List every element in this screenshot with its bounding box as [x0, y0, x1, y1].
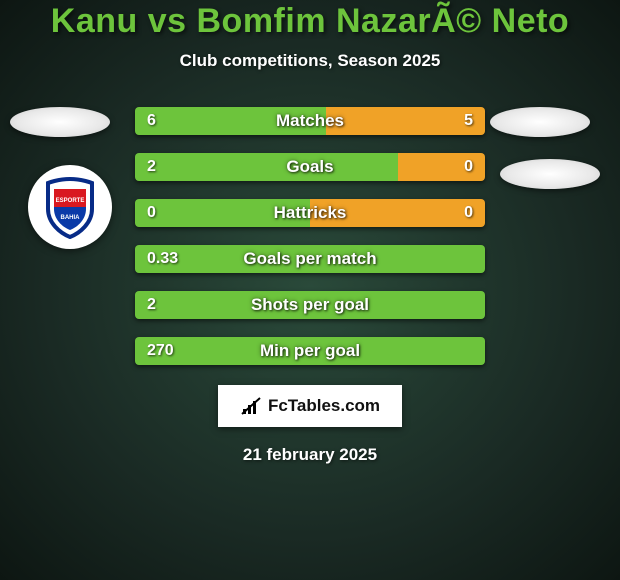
brand-box: FcTables.com — [218, 385, 402, 427]
stat-bar: 2Shots per goal — [135, 291, 485, 319]
brand-text: FcTables.com — [268, 396, 380, 416]
stat-bar-left — [135, 291, 485, 319]
stat-bar-right — [310, 199, 485, 227]
player-right-placeholder-2 — [500, 159, 600, 189]
stat-bar-left — [135, 153, 398, 181]
player-left-placeholder — [10, 107, 110, 137]
date-label: 21 february 2025 — [243, 445, 377, 465]
stat-bar: 0.33Goals per match — [135, 245, 485, 273]
svg-text:BAHIA: BAHIA — [61, 215, 81, 221]
bahia-crest-icon: ESPORTE BAHIA — [38, 175, 102, 239]
stat-bar-left — [135, 245, 485, 273]
stat-bar-right — [398, 153, 486, 181]
comparison-bars: 65Matches 20Goals 00Hattricks 0.33Goals per… — [135, 107, 485, 365]
club-badge: ESPORTE BAHIA — [28, 165, 112, 249]
player-right-placeholder-1 — [490, 107, 590, 137]
page-title: Kanu vs Bomfim NazarÃ© Neto — [51, 2, 569, 41]
stat-bar: 00Hattricks — [135, 199, 485, 227]
stat-bar-left — [135, 199, 310, 227]
stat-bar: 270Min per goal — [135, 337, 485, 365]
stat-bar: 20Goals — [135, 153, 485, 181]
stat-bar-left — [135, 337, 485, 365]
stat-bar-right — [326, 107, 485, 135]
stat-bar: 65Matches — [135, 107, 485, 135]
subtitle: Club competitions, Season 2025 — [180, 51, 441, 71]
svg-text:ESPORTE: ESPORTE — [56, 198, 85, 204]
bars-icon — [240, 395, 262, 417]
stat-bar-left — [135, 107, 326, 135]
